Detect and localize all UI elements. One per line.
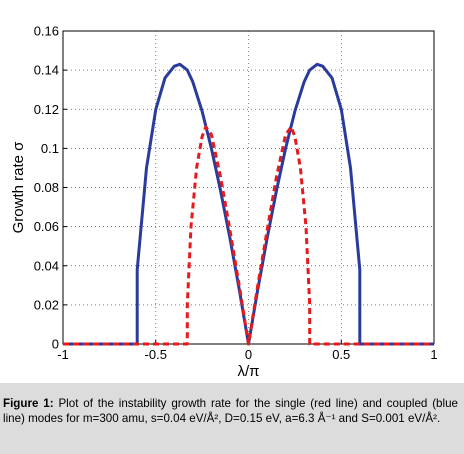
series-line-red-dashed [63,125,434,346]
y-tick-label: 0.14 [34,63,59,78]
caption-label: Figure 1: [3,397,54,410]
x-tick-label: 0.5 [332,347,350,362]
x-tick-label: -1 [57,347,69,362]
x-axis-label: λ/π [237,363,259,380]
y-axis-label: Growth rate σ [10,141,27,234]
y-tick-label: 0.12 [34,102,59,117]
y-tick-label: 0.16 [34,24,59,39]
y-tick-label: 0.02 [34,297,59,312]
x-tick-label: 1 [430,347,437,362]
y-tick-label: 0.06 [34,219,59,234]
axis-ticks: -1 -0.5 0 0.5 1 0 0.02 0.04 0.06 0.08 0.1 0.12 0.14 0… [34,24,438,363]
grid [63,31,434,344]
caption-background [0,383,464,454]
figure-caption: Figure 1: Plot of the instability growth… [3,396,458,426]
y-tick-label: 0.1 [41,141,59,156]
caption-text: Plot of the instability growth rate for … [3,397,458,425]
y-tick-label: 0.08 [34,180,59,195]
x-tick-label: 0 [245,347,252,362]
growth-rate-chart: -1 -0.5 0 0.5 1 0 0.02 0.04 0.06 0.08 0.1 0.12 0.14 0… [10,24,438,381]
series-line-blue-solid [63,62,434,346]
x-tick-label: -0.5 [145,347,167,362]
y-tick-label: 0 [52,337,59,352]
y-tick-label: 0.04 [34,258,59,273]
series-group [63,62,434,346]
